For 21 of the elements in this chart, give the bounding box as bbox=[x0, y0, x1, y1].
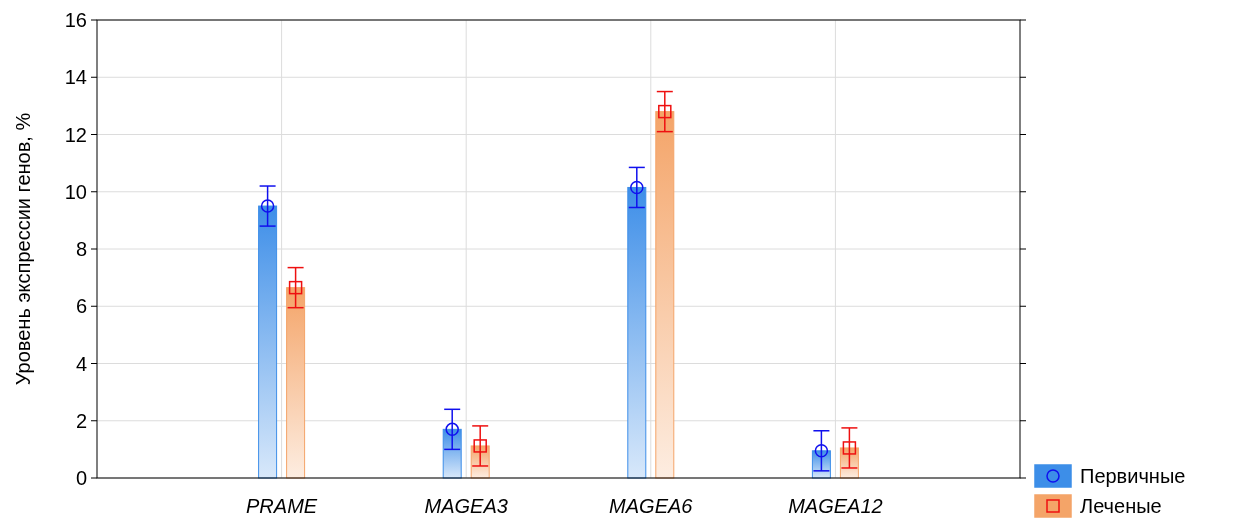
y-axis-title: Уровень экспрессии генов, % bbox=[12, 112, 34, 386]
y-tick-label: 8 bbox=[75, 238, 87, 260]
bar bbox=[655, 111, 675, 479]
bar bbox=[442, 428, 462, 479]
y-tick-label: 16 bbox=[64, 9, 87, 31]
y-tick-label: 14 bbox=[64, 66, 87, 89]
y-tick-label: 12 bbox=[64, 123, 87, 146]
x-tick-label: MAGEA3 bbox=[424, 495, 508, 517]
legend-label: Леченые bbox=[1080, 495, 1162, 517]
y-tick-label: 2 bbox=[75, 409, 87, 432]
y-tick-label: 4 bbox=[75, 352, 87, 375]
bar bbox=[258, 205, 278, 479]
x-tick-label: PRAME bbox=[246, 495, 318, 517]
bar bbox=[286, 287, 306, 479]
y-tick-label: 6 bbox=[75, 295, 87, 318]
y-tick-label: 0 bbox=[75, 467, 87, 489]
y-tick-label: 10 bbox=[64, 180, 87, 203]
bar bbox=[627, 186, 647, 479]
x-tick-label: MAGEA6 bbox=[609, 495, 694, 517]
x-tick-label: MAGEA12 bbox=[788, 495, 883, 517]
legend-label: Первичные bbox=[1080, 465, 1186, 487]
